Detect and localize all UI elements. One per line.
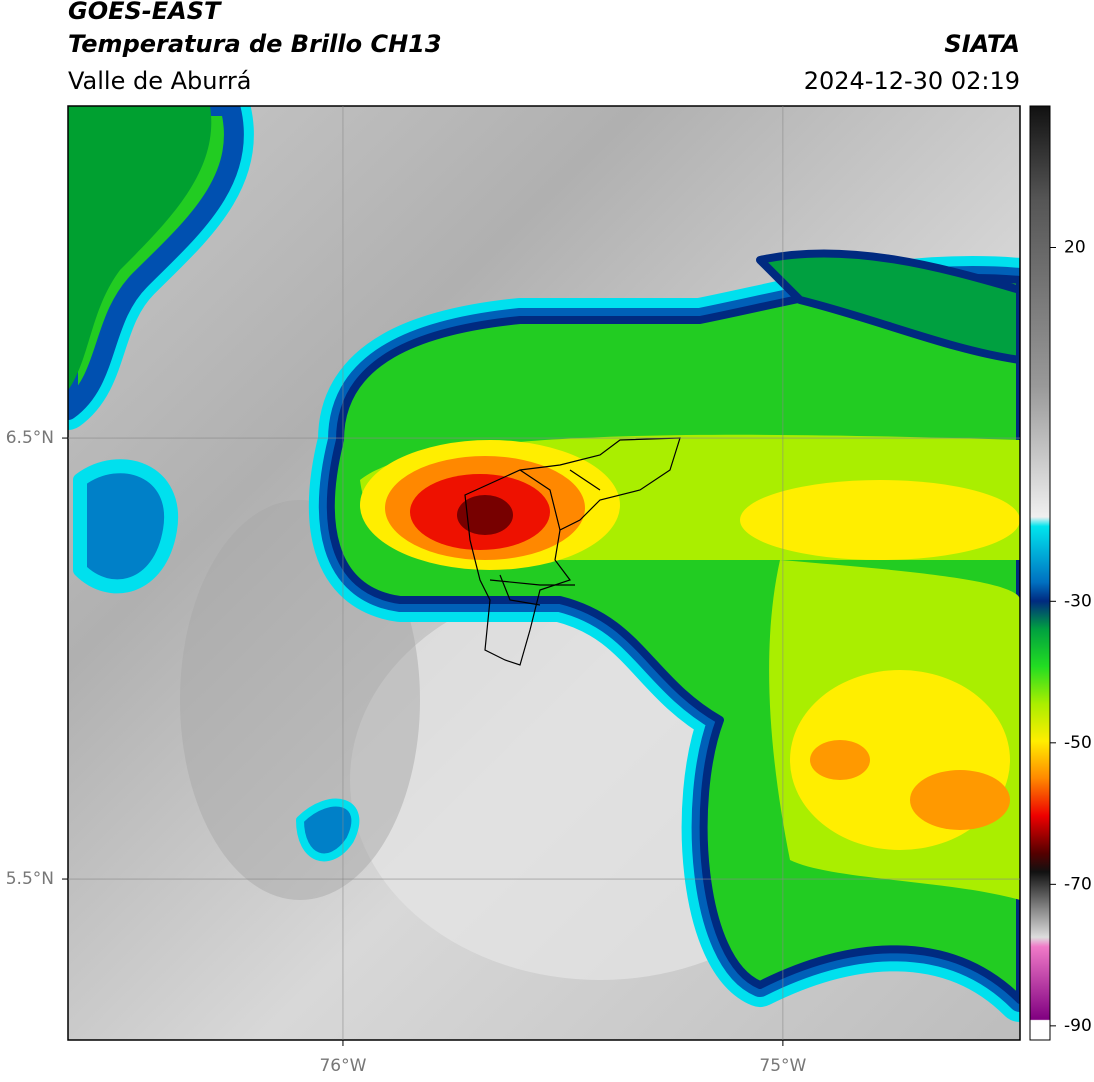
satellite-image (68, 106, 1020, 1040)
source: SIATA (944, 30, 1020, 58)
x-tick-label: 76°W (319, 1056, 366, 1076)
datetime: 2024-12-30 02:19 (804, 67, 1020, 95)
colorbar-tick-label: -70 (1064, 874, 1092, 894)
map-frame (67, 105, 1021, 1041)
colorbar-tick-label: -50 (1064, 733, 1092, 753)
title: GOES-EAST (68, 0, 222, 25)
colorbar-tick-label: -90 (1064, 1016, 1092, 1036)
y-tick-label: 6.5°N (6, 428, 54, 448)
subtitle: Temperatura de Brillo CH13 (68, 30, 442, 58)
colorbar-tick-label: -30 (1064, 591, 1092, 611)
colorbar (1029, 105, 1051, 1041)
region: Valle de Aburrá (68, 67, 252, 95)
x-tick-label: 75°W (759, 1056, 806, 1076)
colorbar-tick-label: 20 (1064, 238, 1086, 258)
y-tick-label: 5.5°N (6, 869, 54, 889)
